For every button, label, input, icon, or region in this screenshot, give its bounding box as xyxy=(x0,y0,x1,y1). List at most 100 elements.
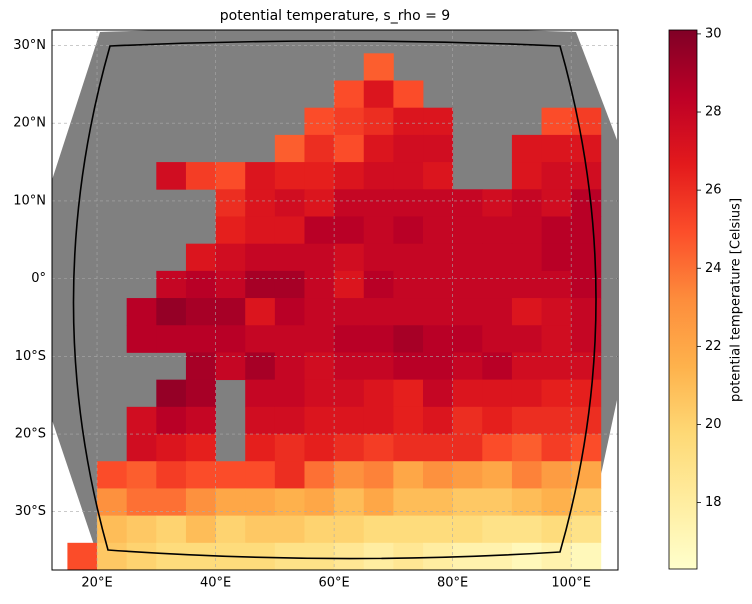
cell xyxy=(363,80,394,109)
cell xyxy=(393,107,424,136)
cell xyxy=(452,298,483,326)
cell xyxy=(363,352,394,381)
cell xyxy=(452,461,483,489)
cell xyxy=(423,406,454,435)
cell xyxy=(245,461,276,489)
cell xyxy=(423,352,454,381)
cell xyxy=(541,298,572,326)
cell xyxy=(452,406,483,435)
cell xyxy=(482,270,513,299)
cell xyxy=(334,298,365,326)
cell xyxy=(304,162,335,190)
cell xyxy=(245,216,276,245)
cell xyxy=(393,542,424,570)
cell xyxy=(571,542,602,570)
cell xyxy=(363,298,394,326)
cell xyxy=(97,542,128,570)
cell xyxy=(423,461,454,489)
cell xyxy=(304,352,335,381)
cell xyxy=(274,325,305,353)
cell xyxy=(482,352,513,381)
cell xyxy=(363,434,394,462)
cell xyxy=(274,352,305,381)
cell xyxy=(452,189,483,217)
cell xyxy=(185,488,216,517)
cell xyxy=(245,434,276,462)
cell xyxy=(393,461,424,489)
cell xyxy=(156,461,187,489)
cell xyxy=(393,134,424,163)
cell xyxy=(215,270,246,299)
cell xyxy=(541,434,572,462)
cell xyxy=(304,134,335,163)
cell xyxy=(245,515,276,544)
cell xyxy=(215,488,246,517)
cell xyxy=(126,406,157,435)
cell xyxy=(393,434,424,462)
cell xyxy=(363,488,394,517)
cell xyxy=(511,216,542,245)
cell xyxy=(571,243,602,272)
axes: 20°E 40°E 60°E 80°E 100°E 30°N 20°N 10°N 0° 10°S 2… xyxy=(13,38,591,590)
cell xyxy=(571,379,602,408)
cell xyxy=(274,379,305,408)
x-tick-label: 100°E xyxy=(551,576,591,591)
cell xyxy=(245,352,276,381)
cell xyxy=(571,216,602,245)
cell xyxy=(185,406,216,435)
cell xyxy=(304,461,335,489)
cell xyxy=(215,189,246,217)
cell xyxy=(185,542,216,570)
cell xyxy=(215,461,246,489)
cell xyxy=(304,542,335,570)
cell xyxy=(304,379,335,408)
cell xyxy=(541,488,572,517)
cell xyxy=(393,298,424,326)
cell xyxy=(423,243,454,272)
cell xyxy=(245,325,276,353)
cell xyxy=(363,107,394,136)
cell xyxy=(304,189,335,217)
x-tick-label: 40°E xyxy=(200,576,231,591)
cell xyxy=(245,243,276,272)
cell xyxy=(334,162,365,190)
cell xyxy=(571,488,602,517)
cell xyxy=(126,542,157,570)
cell xyxy=(274,406,305,435)
cell xyxy=(334,134,365,163)
cell xyxy=(363,542,394,570)
cell xyxy=(304,488,335,517)
cell xyxy=(363,134,394,163)
cell xyxy=(274,216,305,245)
cell xyxy=(482,189,513,217)
cell xyxy=(393,515,424,544)
cell xyxy=(511,298,542,326)
colorbar-tick-label: 28 xyxy=(705,105,722,120)
cell xyxy=(274,134,305,163)
cell xyxy=(334,515,365,544)
cell xyxy=(511,542,542,570)
cell xyxy=(185,243,216,272)
cell xyxy=(156,515,187,544)
cell xyxy=(215,352,246,381)
cell xyxy=(126,325,157,353)
cell xyxy=(363,461,394,489)
cell xyxy=(215,243,246,272)
cell xyxy=(541,189,572,217)
cell xyxy=(541,515,572,544)
cell xyxy=(363,243,394,272)
cell xyxy=(393,80,424,109)
colorbar-tick-label: 22 xyxy=(705,339,722,354)
cell xyxy=(482,434,513,462)
cell xyxy=(541,107,572,136)
cell xyxy=(185,434,216,462)
cell xyxy=(274,270,305,299)
y-tick-label: 20°S xyxy=(15,427,46,442)
cell xyxy=(363,406,394,435)
cell xyxy=(334,80,365,109)
cell xyxy=(245,162,276,190)
cell xyxy=(304,270,335,299)
cell xyxy=(541,243,572,272)
cell xyxy=(482,542,513,570)
